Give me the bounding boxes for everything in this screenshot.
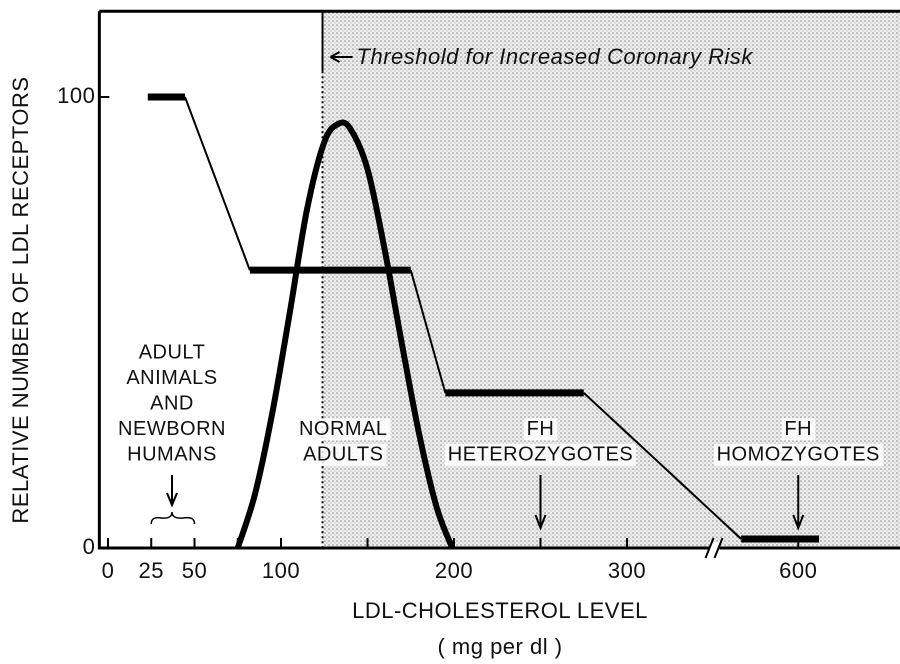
x-tick-label: 50	[182, 558, 207, 583]
risk-region	[322, 11, 900, 549]
receptor-segment	[583, 392, 742, 540]
y-tick-label: 0	[83, 534, 96, 559]
annotation-text: FH	[527, 418, 555, 440]
distribution-curve	[234, 119, 456, 550]
x-tick-label: 0	[102, 558, 115, 583]
y-axis-label: RELATIVE NUMBER OF LDL RECEPTORS	[8, 76, 33, 523]
x-tick-label: 300	[608, 558, 646, 583]
annotation-text: NORMAL	[299, 418, 388, 440]
annotation-backdrop	[300, 444, 387, 466]
receptor-segment	[184, 96, 251, 271]
annotation-text: HUMANS	[127, 443, 217, 465]
annotation-backdrop	[523, 418, 558, 441]
annotation-text: HOMOZYGOTES	[717, 443, 880, 465]
receptor-segment	[409, 269, 447, 394]
x-axis-unit: ( mg per dl )	[437, 634, 562, 659]
x-axis-label: LDL-CHOLESTEROL LEVEL	[352, 598, 648, 623]
annotation-backdrop	[295, 418, 391, 441]
annotation-brace	[150, 511, 196, 525]
annotation-backdrop	[781, 418, 816, 441]
x-tick-label: 600	[779, 558, 817, 583]
annotation-text: AND	[150, 392, 194, 414]
axis-break-gap	[709, 542, 720, 554]
annotation-text: ADULT	[139, 341, 206, 363]
threshold-label: Threshold for Increased Coronary Risk	[357, 44, 754, 69]
axis-break	[704, 537, 715, 559]
annotation-text: ADULTS	[303, 443, 383, 465]
annotation-arrow	[534, 475, 547, 531]
annotation-text: FH	[784, 418, 812, 440]
x-tick-label: 100	[262, 558, 300, 583]
x-tick-label: 25	[139, 558, 164, 583]
threshold-arrow	[330, 51, 353, 63]
x-tick-label: 200	[435, 558, 473, 583]
y-tick-label: 100	[57, 83, 95, 108]
annotation-text: ANIMALS	[126, 367, 217, 389]
annotation-text: HETEROZYGOTES	[448, 443, 633, 465]
annotation-backdrop	[444, 444, 637, 466]
annotation-arrow	[166, 475, 178, 508]
annotation-text: NEWBORN	[118, 418, 226, 440]
axis-break	[713, 537, 724, 559]
annotation-backdrop	[713, 444, 883, 466]
annotation-arrow	[792, 475, 805, 531]
